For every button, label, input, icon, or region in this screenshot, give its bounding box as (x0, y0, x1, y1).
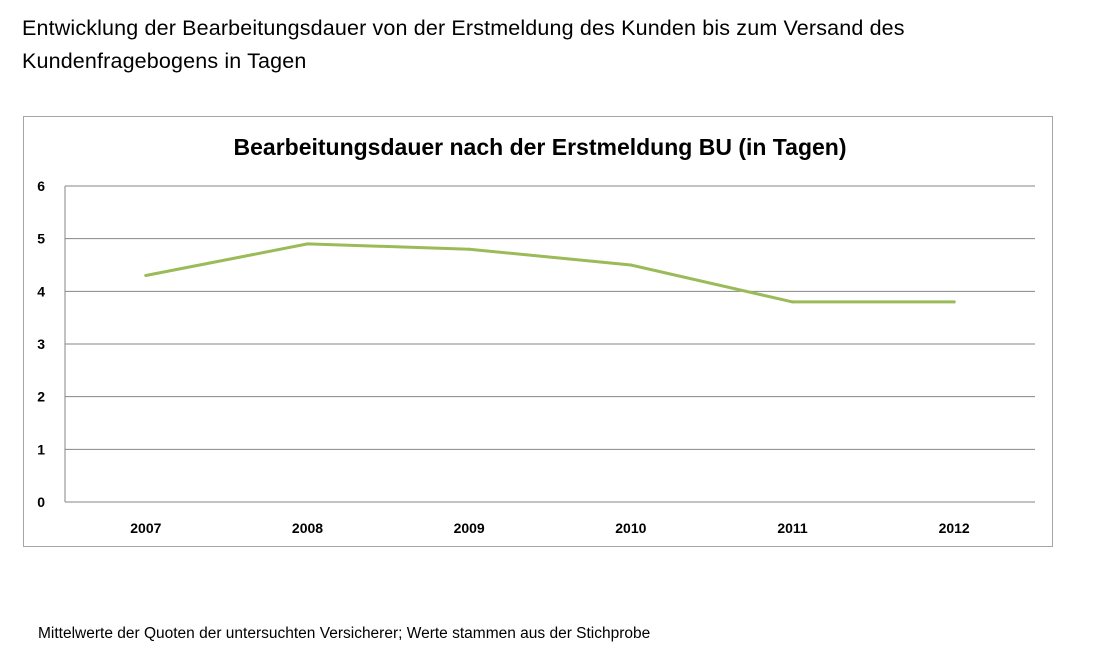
x-tick-label: 2009 (454, 520, 485, 536)
x-tick-label: 2007 (130, 520, 161, 536)
y-tick-label: 4 (37, 283, 45, 299)
series-layer (144, 242, 956, 304)
y-tick-label: 0 (37, 494, 45, 510)
x-axis-ticks: 2007 2008 2009 2010 2011 2012 (130, 520, 970, 536)
data-point-2008 (306, 242, 309, 246)
y-axis-ticks: 0 1 2 3 4 5 6 (37, 178, 45, 510)
x-tick-label: 2008 (292, 520, 323, 536)
x-tick-label: 2010 (615, 520, 646, 536)
chart-frame: Bearbeitungsdauer nach der Erstmeldung B… (23, 116, 1053, 547)
x-tick-label: 2011 (777, 520, 808, 536)
y-tick-label: 6 (37, 178, 45, 194)
y-tick-label: 5 (37, 231, 45, 247)
line-chart: Bearbeitungsdauer nach der Erstmeldung B… (37, 134, 1035, 536)
data-point-2007 (144, 274, 148, 278)
data-point-2012 (952, 300, 956, 304)
footnote: Mittelwerte der Quoten der untersuchten … (38, 625, 651, 642)
series-line-0 (144, 242, 956, 304)
gridlines (64, 185, 1035, 503)
page-heading: Entwicklung der Bearbeitungsdauer von de… (22, 16, 905, 73)
data-point-2009 (467, 247, 471, 251)
chart-title: Bearbeitungsdauer nach der Erstmeldung B… (234, 134, 847, 160)
y-tick-label: 1 (37, 441, 45, 457)
data-point-2011 (791, 300, 794, 304)
x-tick-label: 2012 (939, 520, 970, 536)
y-tick-label: 2 (37, 389, 45, 405)
data-point-2010 (629, 263, 633, 267)
y-tick-label: 3 (37, 336, 45, 352)
